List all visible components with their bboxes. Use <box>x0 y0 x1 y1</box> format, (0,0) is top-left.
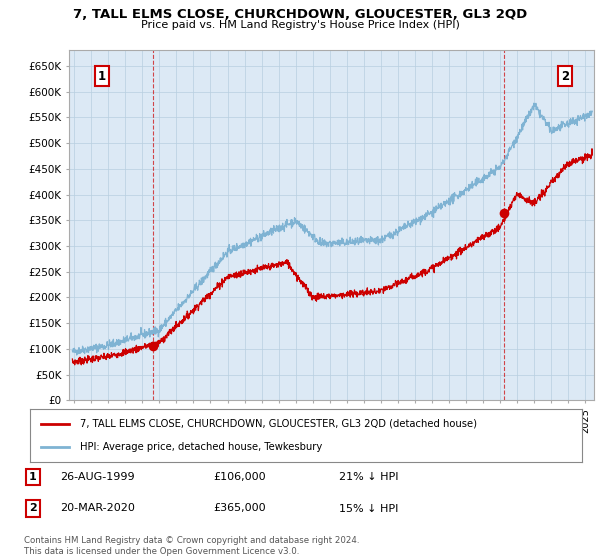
Text: 2: 2 <box>561 69 569 83</box>
Text: Price paid vs. HM Land Registry's House Price Index (HPI): Price paid vs. HM Land Registry's House … <box>140 20 460 30</box>
Text: 2: 2 <box>29 503 37 514</box>
Text: 26-AUG-1999: 26-AUG-1999 <box>60 472 134 482</box>
Text: HPI: Average price, detached house, Tewkesbury: HPI: Average price, detached house, Tewk… <box>80 442 322 452</box>
Text: Contains HM Land Registry data © Crown copyright and database right 2024.
This d: Contains HM Land Registry data © Crown c… <box>24 536 359 556</box>
Text: 1: 1 <box>29 472 37 482</box>
Text: 20-MAR-2020: 20-MAR-2020 <box>60 503 135 514</box>
Text: 7, TALL ELMS CLOSE, CHURCHDOWN, GLOUCESTER, GL3 2QD: 7, TALL ELMS CLOSE, CHURCHDOWN, GLOUCEST… <box>73 8 527 21</box>
Text: 21% ↓ HPI: 21% ↓ HPI <box>339 472 398 482</box>
Text: 1: 1 <box>98 69 106 83</box>
Text: 7, TALL ELMS CLOSE, CHURCHDOWN, GLOUCESTER, GL3 2QD (detached house): 7, TALL ELMS CLOSE, CHURCHDOWN, GLOUCEST… <box>80 419 476 429</box>
Text: £106,000: £106,000 <box>213 472 266 482</box>
Text: £365,000: £365,000 <box>213 503 266 514</box>
Text: 15% ↓ HPI: 15% ↓ HPI <box>339 503 398 514</box>
